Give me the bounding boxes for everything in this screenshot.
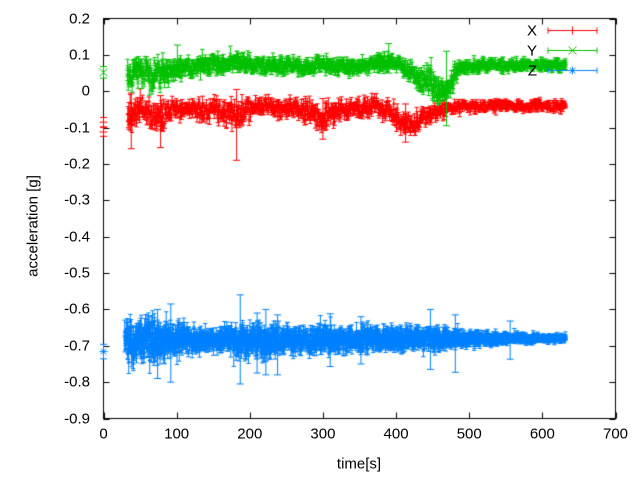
y-axis-title: acceleration [g] xyxy=(24,175,42,277)
y-tick-label: -0.6 xyxy=(64,300,90,318)
y-tick-label: -0.4 xyxy=(64,228,90,246)
y-tick-label: -0.8 xyxy=(64,373,90,391)
x-tick-label: 100 xyxy=(164,425,190,443)
x-tick-label: 500 xyxy=(456,425,482,443)
y-tick-label: 0 xyxy=(81,82,90,100)
y-tick-label: -0.7 xyxy=(64,337,90,355)
legend-label-x: X xyxy=(526,22,537,39)
x-tick-label: 600 xyxy=(529,425,555,443)
x-tick-label: 700 xyxy=(602,425,629,443)
y-tick-label: -0.1 xyxy=(64,119,90,137)
y-tick-label: -0.3 xyxy=(64,191,90,209)
y-tick-label: 0.1 xyxy=(69,46,90,64)
x-tick-label: 400 xyxy=(383,425,409,443)
y-tick-label: -0.9 xyxy=(64,410,90,427)
y-tick-label: 0.2 xyxy=(69,10,90,27)
x-axis-title: time[s] xyxy=(336,455,382,473)
legend-label-z: Z xyxy=(527,62,537,79)
x-tick-label: 0 xyxy=(99,425,108,443)
x-tick-label: 200 xyxy=(237,425,263,443)
y-tick-label: -0.5 xyxy=(64,264,90,282)
legend-label-y: Y xyxy=(526,42,537,59)
x-tick-label: 300 xyxy=(310,425,336,443)
y-tick-label: -0.2 xyxy=(64,155,90,173)
